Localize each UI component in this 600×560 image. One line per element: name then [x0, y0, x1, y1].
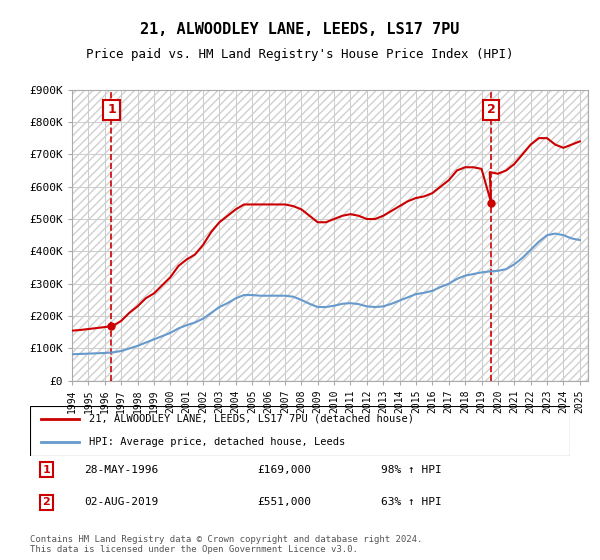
Text: £169,000: £169,000 — [257, 465, 311, 475]
Text: 1: 1 — [107, 104, 116, 116]
Text: 2: 2 — [487, 104, 496, 116]
Text: 21, ALWOODLEY LANE, LEEDS, LS17 7PU (detached house): 21, ALWOODLEY LANE, LEEDS, LS17 7PU (det… — [89, 414, 415, 423]
Text: 63% ↑ HPI: 63% ↑ HPI — [381, 497, 442, 507]
Text: 21, ALWOODLEY LANE, LEEDS, LS17 7PU: 21, ALWOODLEY LANE, LEEDS, LS17 7PU — [140, 22, 460, 38]
Text: Contains HM Land Registry data © Crown copyright and database right 2024.
This d: Contains HM Land Registry data © Crown c… — [30, 535, 422, 554]
Text: 28-MAY-1996: 28-MAY-1996 — [84, 465, 158, 475]
Text: Price paid vs. HM Land Registry's House Price Index (HPI): Price paid vs. HM Land Registry's House … — [86, 48, 514, 60]
Text: 1: 1 — [43, 465, 50, 475]
Text: 02-AUG-2019: 02-AUG-2019 — [84, 497, 158, 507]
Text: 2: 2 — [43, 497, 50, 507]
Text: 98% ↑ HPI: 98% ↑ HPI — [381, 465, 442, 475]
Text: HPI: Average price, detached house, Leeds: HPI: Average price, detached house, Leed… — [89, 437, 346, 447]
Text: £551,000: £551,000 — [257, 497, 311, 507]
